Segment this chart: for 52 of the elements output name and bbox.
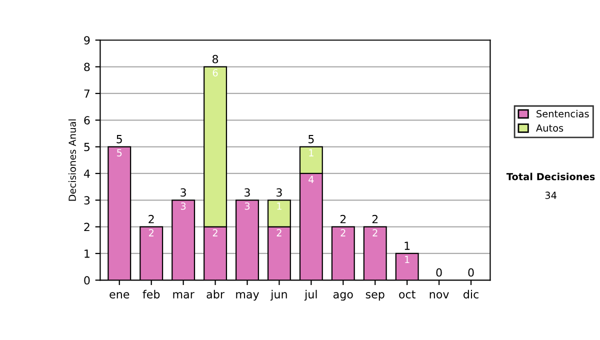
total-label: 3 (276, 188, 282, 197)
total-label: 8 (212, 54, 218, 64)
y-tick-label: 1 (84, 250, 90, 258)
total-label: 1 (404, 242, 410, 250)
x-tick-label: ago (333, 292, 353, 301)
x-tick-label: nov (430, 292, 449, 298)
y-tick-label: 2 (84, 222, 90, 232)
data-label: 6 (212, 69, 218, 76)
y-tick-label: 8 (84, 62, 90, 72)
x-tick-label: ene (110, 292, 130, 298)
data-label: 3 (244, 202, 250, 210)
y-tick-label: 7 (84, 90, 90, 98)
text: 34 (545, 192, 556, 199)
data-label: 4 (308, 176, 314, 183)
x-tick-label: dic (464, 290, 478, 298)
total-label: 3 (180, 188, 186, 197)
x-tick-label: feb (142, 290, 160, 298)
total-label: 5 (116, 135, 122, 144)
x-tick-label: abr (206, 290, 224, 298)
legend-label: Autos (536, 124, 564, 132)
total-label: 2 (372, 214, 378, 224)
x-tick-label: jun (270, 290, 287, 301)
data-label: 2 (372, 229, 378, 236)
x-tick-label: jul (304, 290, 317, 301)
total-label: 5 (308, 135, 314, 144)
y-tick-label: 9 (84, 36, 90, 44)
y-tick-label: 4 (84, 170, 90, 178)
y-tick-label: 3 (84, 196, 90, 205)
data-label: 5 (117, 149, 122, 156)
data-label: 2 (276, 229, 282, 236)
y-axis-title: Decisiones Anual (68, 119, 76, 201)
data-label: 3 (180, 202, 186, 210)
data-label: 1 (309, 149, 314, 156)
data-label: 1 (405, 256, 410, 264)
y-tick-label: 6 (84, 116, 90, 125)
total-label: 0 (468, 268, 474, 277)
data-label: 2 (212, 229, 218, 236)
y-tick-label: 0 (84, 276, 90, 285)
x-tick-label: may (236, 292, 260, 301)
y-tick-label: 5 (84, 142, 90, 152)
x-tick-label: oct (399, 290, 416, 298)
total-label: 0 (436, 268, 442, 277)
text: Total Decisiones (506, 172, 595, 180)
data-label: 2 (340, 229, 346, 236)
x-tick-label: mar (173, 292, 194, 298)
x-tick-label: sep (366, 292, 384, 301)
legend-label: Sentencias (536, 110, 589, 118)
data-label: 2 (148, 229, 154, 236)
total-label: 2 (340, 214, 346, 224)
total-label: 3 (244, 188, 250, 197)
total-label: 2 (148, 214, 154, 224)
data-label: 1 (277, 202, 282, 210)
